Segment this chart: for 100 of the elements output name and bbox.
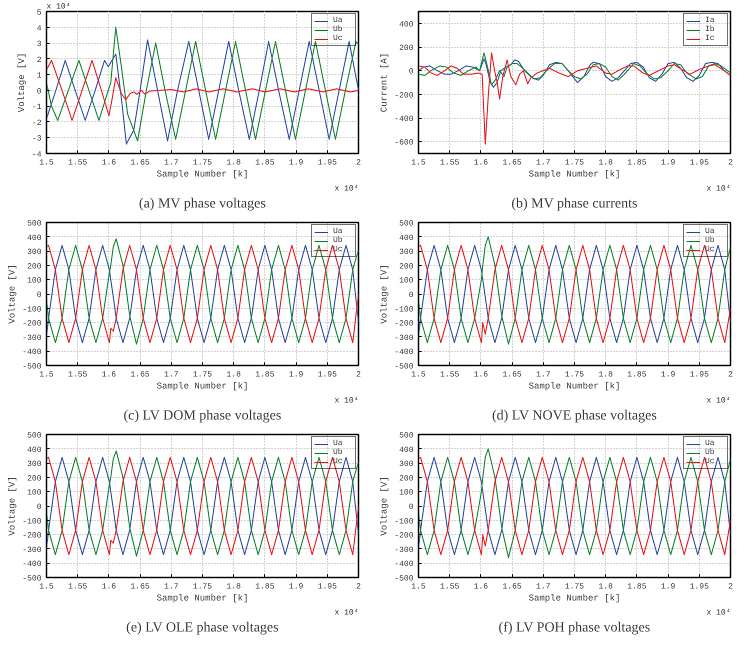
text: x 10⁴ [706, 396, 731, 406]
x-tick-label: 1.75 [564, 370, 584, 380]
x-tick-label: 1.55 [440, 158, 460, 168]
x-tick-label: 1.8 [226, 370, 242, 380]
y-tick-label: -4 [32, 150, 42, 160]
y-tick-label: 300 [27, 248, 42, 258]
x-tick-label: 1.65 [502, 370, 522, 380]
x-tick-label: 1.5 [39, 582, 54, 592]
x-tick-label: 1.6 [474, 158, 488, 168]
y-tick-label: 3 [36, 40, 42, 50]
legend-label: Ub [705, 236, 716, 245]
legend-label: Uc [705, 457, 716, 466]
y-tick-label: -200 [394, 91, 414, 100]
legend-label: Ua [333, 16, 344, 25]
x-tick-label: 1.9 [660, 370, 676, 380]
text: x 10⁴ [334, 184, 359, 194]
y-tick-label: 300 [399, 460, 414, 470]
x-tick-label: 1.9 [288, 582, 304, 592]
text: (d) LV NOVE phase voltages [492, 408, 657, 424]
x-tick-label: 1.55 [440, 582, 460, 592]
text: x 10⁴ [46, 2, 71, 12]
x-tick-label: 1.9 [660, 582, 676, 592]
x-tick-label: 1.75 [192, 158, 212, 168]
x-tick-label: 1.55 [440, 370, 460, 380]
y-tick-label: 500 [27, 220, 42, 228]
x-tick-label: 1.9 [288, 158, 304, 168]
y-tick-label: 300 [27, 460, 42, 470]
y-tick-label: -300 [394, 546, 414, 555]
x-tick-label: 1.6 [102, 582, 116, 592]
x-tick-label: 1.8 [598, 370, 614, 380]
x-tick-label: 1.55 [68, 582, 88, 592]
y-tick-label: -300 [394, 334, 414, 343]
x-tick-label: 1.95 [690, 370, 710, 380]
x-tick-label: 1.8 [598, 158, 614, 168]
x-tick-label: 1.85 [255, 158, 275, 168]
legend-label: Ia [705, 16, 716, 25]
y-tick-label: 400 [27, 234, 42, 243]
y-tick-label: 300 [399, 248, 414, 258]
y-tick-label: -400 [22, 348, 42, 358]
legend-label: Ub [705, 448, 716, 457]
y-tick-label: 5 [36, 8, 42, 18]
y-tick-label: -200 [22, 320, 42, 329]
text: (a) MV phase voltages [138, 196, 266, 212]
y-tick-label: 0 [36, 87, 42, 96]
y-tick-label: 1 [36, 72, 42, 81]
y-tick-label: 200 [399, 262, 414, 272]
y-tick-label: -100 [394, 517, 414, 526]
y-axis-title: Voltage [V] [7, 264, 18, 324]
text: x 10⁴ [706, 184, 731, 194]
x-tick-label: 1.75 [192, 582, 212, 592]
x-tick-label: 2 [356, 158, 362, 168]
x-axis-title: Sample Number [k] [156, 170, 248, 180]
y-tick-label: 500 [399, 432, 414, 440]
x-axis-title: Sample Number [k] [156, 594, 248, 604]
legend-label: Uc [333, 457, 344, 466]
x-tick-label: 1.65 [130, 158, 150, 168]
y-tick-label: 0 [408, 291, 414, 300]
x-axis-title: Sample Number [k] [528, 382, 620, 392]
text: x 10⁴ [334, 608, 359, 618]
x-tick-label: 1.6 [474, 370, 488, 380]
legend-label: Ua [705, 227, 716, 236]
x-tick-label: 1.95 [318, 582, 338, 592]
x-tick-label: 2 [728, 158, 734, 168]
legend-label: Uc [333, 34, 344, 43]
x-tick-label: 2 [356, 582, 362, 592]
legend-label: Uc [705, 245, 716, 254]
y-tick-label: 400 [399, 234, 414, 243]
x-tick-label: 1.7 [164, 370, 179, 380]
y-axis-title: Voltage [V] [379, 264, 390, 324]
y-tick-label: -500 [22, 574, 42, 584]
x-tick-label: 1.7 [536, 158, 551, 168]
x-tick-label: 1.95 [690, 158, 710, 168]
y-tick-label: 400 [399, 20, 414, 30]
x-axis-title: Sample Number [k] [528, 170, 620, 180]
y-tick-label: 200 [399, 44, 414, 53]
x-tick-label: 1.8 [226, 582, 242, 592]
legend-label: Ic [705, 34, 716, 43]
y-tick-label: 100 [399, 276, 414, 286]
y-tick-label: -400 [394, 115, 414, 124]
x-tick-label: 1.5 [39, 158, 54, 168]
x-tick-label: 1.9 [660, 158, 676, 168]
y-tick-label: -300 [22, 334, 42, 343]
x-tick-label: 1.55 [68, 158, 88, 168]
y-tick-label: -500 [394, 574, 414, 584]
y-tick-label: -400 [394, 560, 414, 570]
legend-label: Ua [333, 227, 344, 236]
y-tick-label: 0 [408, 503, 414, 512]
line-series [418, 52, 730, 86]
y-tick-label: -600 [394, 138, 414, 148]
x-tick-label: 2 [356, 370, 362, 380]
y-tick-label: -200 [394, 320, 414, 329]
y-tick-label: -200 [394, 532, 414, 541]
y-axis-title: Voltage [V] [7, 476, 18, 536]
y-tick-label: 500 [399, 220, 414, 228]
y-tick-label: 100 [399, 488, 414, 498]
x-tick-label: 1.75 [564, 158, 584, 168]
legend-label: Ua [333, 439, 344, 448]
legend-label: Ub [333, 448, 344, 457]
x-tick-label: 1.5 [411, 582, 426, 592]
text: (b) MV phase currents [511, 196, 638, 212]
